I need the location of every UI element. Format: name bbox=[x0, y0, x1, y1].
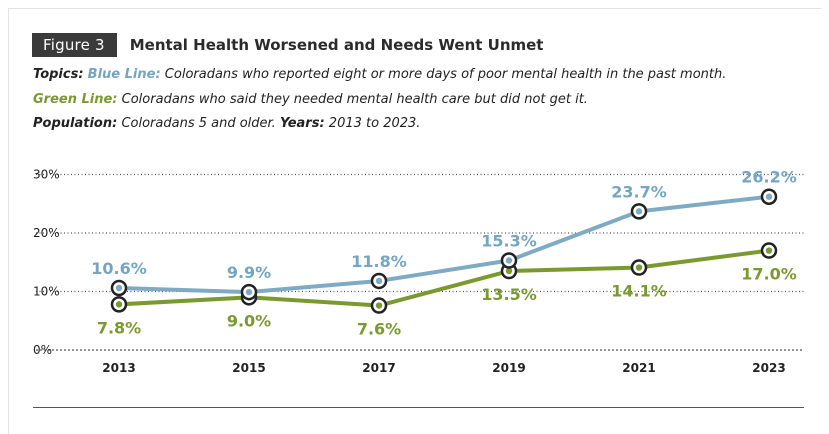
green-data-label-2019: 13.5% bbox=[481, 285, 537, 304]
blue-series-line bbox=[118, 194, 770, 295]
blue-data-label-2021: 23.7% bbox=[611, 182, 667, 201]
blue-point-core-2017 bbox=[375, 277, 383, 285]
green-series-line bbox=[118, 248, 770, 308]
x-tick-label-2021: 2021 bbox=[622, 361, 655, 375]
green-data-label-2017: 7.6% bbox=[357, 320, 401, 339]
blue-line-label: Blue Line: bbox=[87, 67, 161, 82]
years-text: 2013 to 2023. bbox=[328, 116, 421, 131]
x-tick-label-2023: 2023 bbox=[752, 361, 785, 375]
topics-label: Topics: bbox=[33, 67, 84, 82]
x-tick-label-2017: 2017 bbox=[362, 361, 395, 375]
x-tick-label-2019: 2019 bbox=[492, 361, 525, 375]
x-tick-label-2015: 2015 bbox=[232, 361, 265, 375]
green-data-label-2015: 9.0% bbox=[227, 311, 271, 330]
years-label: Years: bbox=[279, 116, 325, 131]
description-line-topics: Topics: Blue Line: Coloradans who report… bbox=[33, 67, 726, 82]
population-label: Population: bbox=[33, 116, 118, 131]
green-point-core-2023 bbox=[765, 247, 773, 254]
blue-point-core-2013 bbox=[115, 284, 123, 292]
blue-data-label-2017: 11.8% bbox=[351, 252, 407, 271]
y-tick-label: 10% bbox=[33, 285, 60, 299]
green-point-core-2019 bbox=[505, 267, 513, 275]
figure-header: Figure 3 Mental Health Worsened and Need… bbox=[32, 33, 543, 57]
blue-point-core-2023 bbox=[765, 193, 773, 200]
green-point-core-2017 bbox=[375, 302, 383, 309]
green-data-label-2013: 7.8% bbox=[97, 318, 141, 337]
population-text: Coloradans 5 and older. bbox=[121, 116, 276, 131]
blue-line-description: Coloradans who reported eight or more da… bbox=[164, 67, 727, 82]
green-data-label-2021: 14.1% bbox=[611, 282, 667, 301]
blue-data-label-2019: 15.3% bbox=[481, 231, 537, 250]
figure-title: Mental Health Worsened and Needs Went Un… bbox=[129, 36, 544, 54]
blue-data-label-2013: 10.6% bbox=[91, 259, 147, 278]
y-tick-label: 30% bbox=[33, 168, 60, 182]
green-point-core-2013 bbox=[115, 301, 123, 308]
blue-point-core-2015 bbox=[245, 288, 253, 296]
green-data-label-2023: 17.0% bbox=[741, 265, 797, 284]
bottom-divider bbox=[33, 407, 804, 408]
description-line-green: Green Line: Coloradans who said they nee… bbox=[33, 92, 588, 107]
blue-point-core-2021 bbox=[635, 208, 643, 215]
x-tick-label-2013: 2013 bbox=[102, 361, 135, 375]
description-line-population: Population: Coloradans 5 and older. Year… bbox=[33, 116, 420, 131]
blue-point-core-2019 bbox=[505, 257, 513, 264]
green-line-label: Green Line: bbox=[33, 92, 118, 107]
figure-number-badge: Figure 3 bbox=[32, 33, 117, 57]
blue-data-label-2023: 26.2% bbox=[741, 168, 797, 187]
y-tick-label: 0% bbox=[33, 343, 52, 357]
figure-frame bbox=[8, 8, 821, 434]
green-point-core-2021 bbox=[635, 264, 643, 271]
blue-data-label-2015: 9.9% bbox=[227, 263, 271, 282]
green-line-description: Coloradans who said they needed mental h… bbox=[121, 92, 588, 107]
y-tick-label: 20% bbox=[33, 226, 60, 240]
